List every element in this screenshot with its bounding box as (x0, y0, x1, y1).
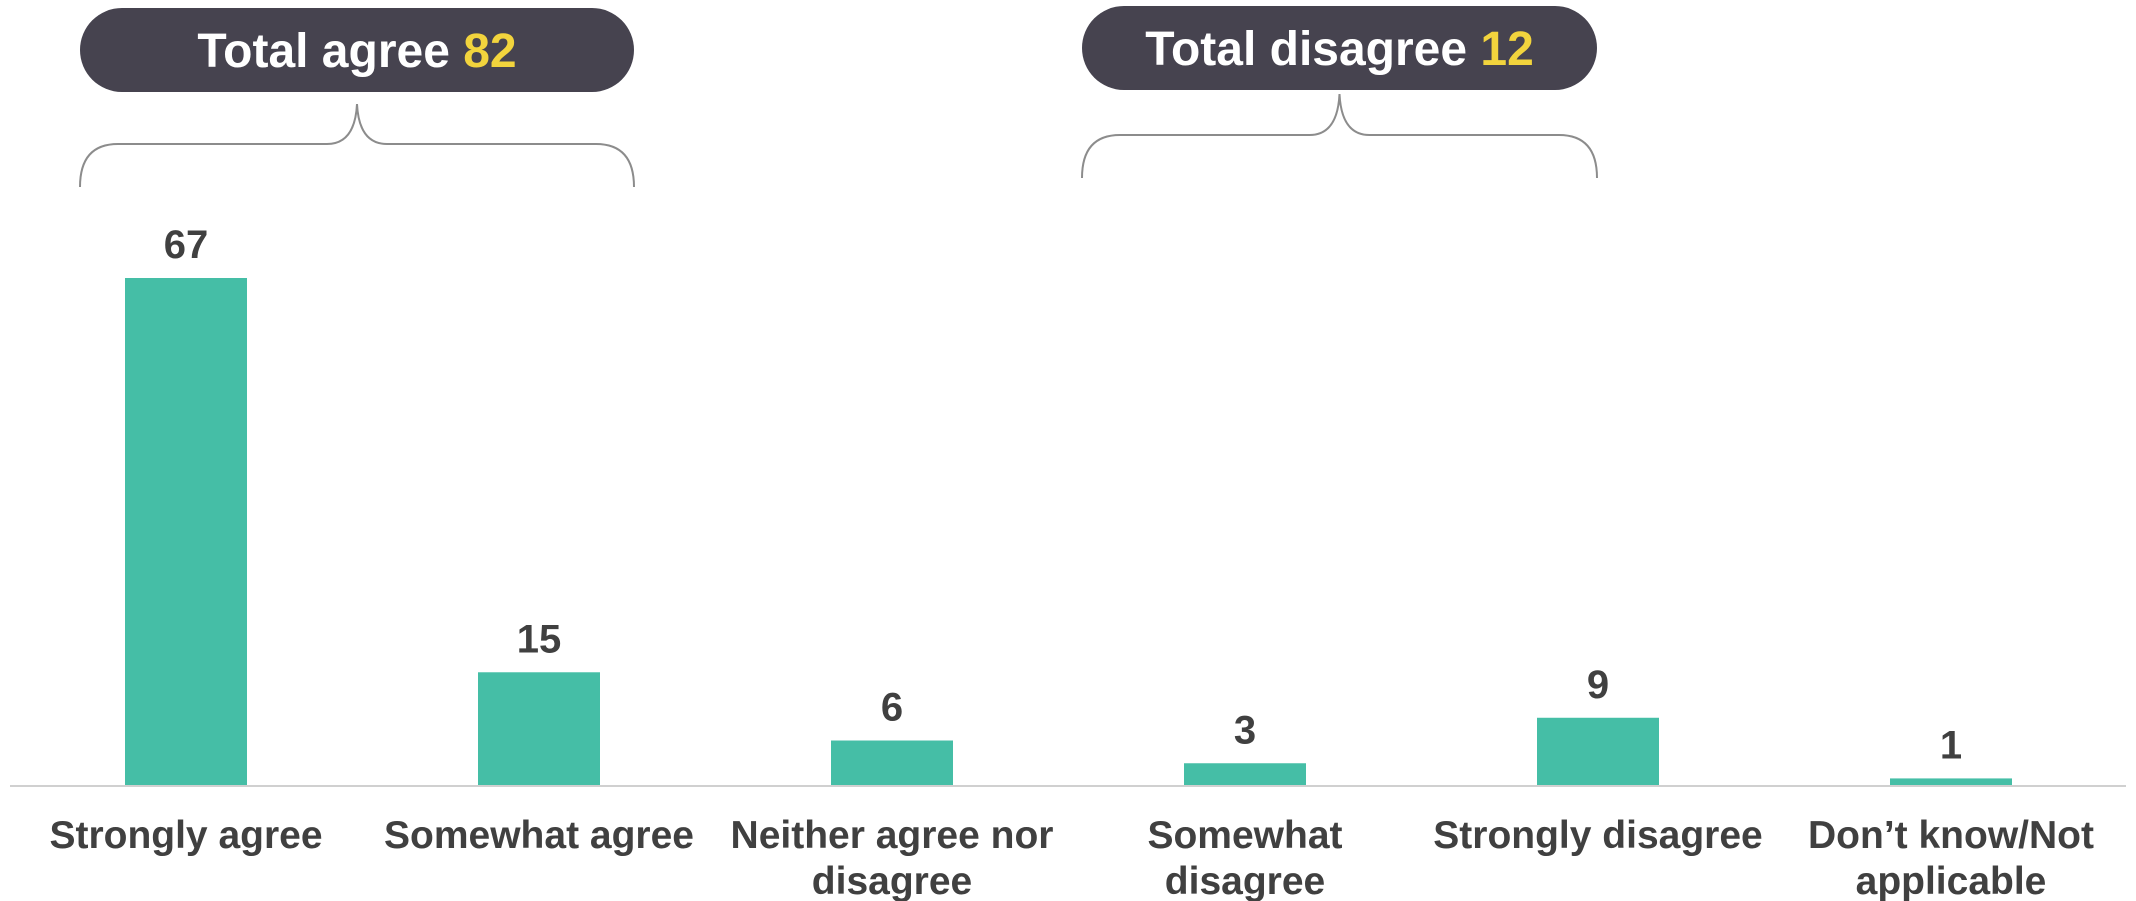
category-label-3: Somewhat disagree (1147, 814, 1342, 901)
category-label-line: Strongly disagree (1433, 814, 1762, 857)
data-label-5: 1 (1940, 723, 1962, 767)
summary-annotation-0: Total agree 82 (79, 8, 635, 188)
summary-text: Total agree 82 (197, 25, 516, 78)
summary-value: 12 (1480, 23, 1533, 76)
category-label-line: Neither agree nor (731, 814, 1054, 857)
bar-4 (1537, 717, 1659, 786)
category-label-2: Neither agree nor disagree (731, 814, 1054, 901)
bar-2 (831, 740, 953, 786)
category-label-4: Strongly disagree (1433, 814, 1762, 857)
bar-3 (1184, 763, 1306, 786)
bar-1 (478, 672, 600, 786)
bar-5 (1890, 778, 2012, 786)
category-label-line: Somewhat (1147, 814, 1342, 857)
category-label-line: disagree (812, 860, 972, 901)
summary-brace (79, 103, 635, 188)
category-label-0: Strongly agree (49, 814, 322, 857)
summary-annotations: Total agree 82 Total disagree 12 (79, 6, 1598, 188)
category-labels: Strongly agree Somewhat agree Neither agre… (49, 814, 2094, 901)
summary-text: Total disagree 12 (1145, 23, 1534, 76)
bars (125, 278, 2012, 786)
data-label-1: 15 (517, 617, 562, 661)
data-label-4: 9 (1587, 663, 1609, 707)
summary-pill (1082, 6, 1597, 90)
category-label-line: applicable (1856, 860, 2047, 901)
category-label-5: Don’t know/Not applicable (1808, 814, 2094, 901)
category-label-line: disagree (1165, 860, 1325, 901)
data-labels: 67 15 6 3 9 1 (164, 223, 1962, 767)
category-label-line: Somewhat agree (384, 814, 694, 857)
data-label-0: 67 (164, 223, 209, 267)
summary-label-text: Total disagree (1145, 23, 1480, 76)
category-label-1: Somewhat agree (384, 814, 694, 857)
summary-pill (80, 8, 634, 92)
summary-value: 82 (463, 25, 516, 78)
bar-0 (125, 278, 247, 786)
category-label-line: Strongly agree (49, 814, 322, 857)
data-label-3: 3 (1234, 708, 1256, 752)
data-label-2: 6 (881, 686, 903, 730)
category-label-line: Don’t know/Not (1808, 814, 2094, 857)
summary-annotation-1: Total disagree 12 (1081, 6, 1598, 179)
summary-label-text: Total agree (197, 25, 463, 78)
summary-brace (1081, 93, 1598, 179)
